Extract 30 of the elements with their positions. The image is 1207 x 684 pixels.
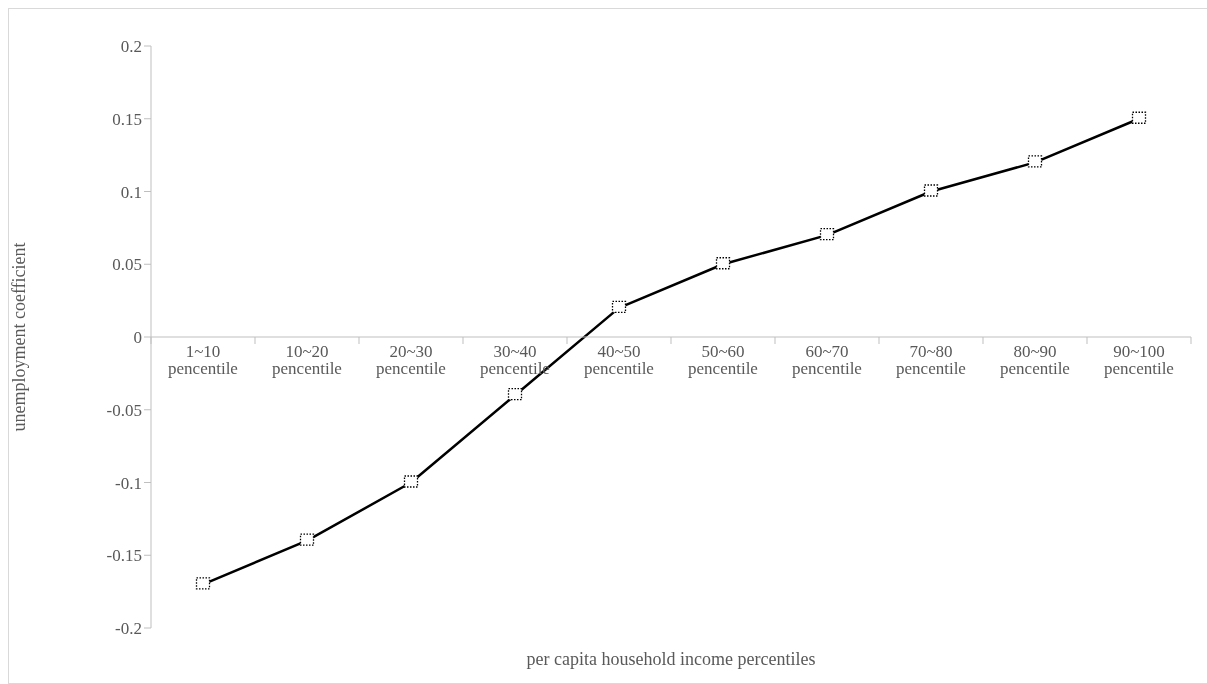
x-tick-label: 50~60 pencentile bbox=[688, 342, 758, 379]
y-tick-label: 0.15 bbox=[112, 109, 142, 129]
y-tick-label: -0.2 bbox=[115, 619, 142, 639]
x-tick-label: 60~70 pencentile bbox=[792, 342, 862, 379]
x-tick-label: 90~100 pencentile bbox=[1104, 342, 1174, 379]
y-tick-label: 0 bbox=[133, 328, 142, 348]
x-axis-title: per capita household income percentiles bbox=[525, 649, 817, 670]
y-axis-title: unemployment coefficient bbox=[9, 242, 30, 432]
point bbox=[1131, 111, 1147, 124]
y-tick-label: -0.15 bbox=[106, 546, 142, 566]
point bbox=[299, 533, 315, 546]
x-tick-label: 40~50 pencentile bbox=[584, 342, 654, 379]
y-tick-label: 0.2 bbox=[120, 37, 142, 57]
y-tick-label: -0.1 bbox=[115, 473, 142, 493]
x-tick-label: 1~10 pencentile bbox=[168, 342, 238, 379]
point bbox=[1027, 155, 1043, 168]
point bbox=[403, 475, 419, 488]
y-tick-label: -0.05 bbox=[106, 400, 142, 420]
point bbox=[819, 228, 835, 241]
y-tick-label: 0.05 bbox=[112, 255, 142, 275]
point bbox=[611, 300, 627, 314]
y-tick-label: 0.1 bbox=[120, 182, 142, 202]
point bbox=[195, 577, 211, 590]
point bbox=[715, 257, 731, 270]
x-tick-label: 20~30 pencentile bbox=[376, 342, 446, 379]
x-tick-label: 70~80 pencentile bbox=[896, 342, 966, 379]
x-tick-label: 80~90 pencentile bbox=[1000, 342, 1070, 379]
point bbox=[507, 388, 523, 401]
x-tick-label: 10~20 pencentile bbox=[272, 342, 342, 379]
point bbox=[923, 184, 939, 197]
